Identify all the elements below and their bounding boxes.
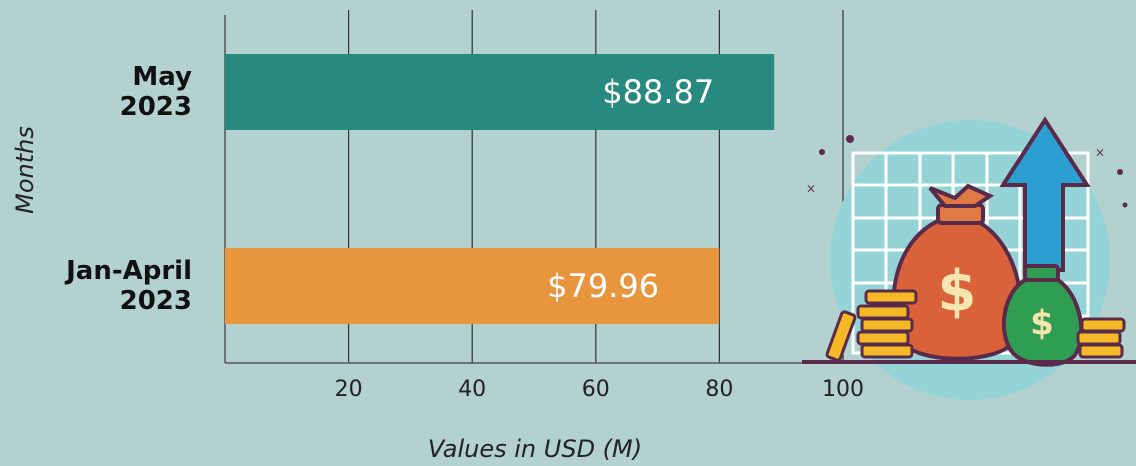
x-axis-title: Values in USD (M) xyxy=(428,435,642,463)
x-tick-label: 100 xyxy=(822,377,864,402)
x-tick-label: 80 xyxy=(705,377,733,402)
illustration: $ $ × × xyxy=(802,120,1136,400)
svg-text:$: $ xyxy=(938,259,977,324)
x-tick-label: 40 xyxy=(458,377,486,402)
svg-text:×: × xyxy=(806,182,816,196)
svg-text:×: × xyxy=(1095,146,1105,160)
x-tick-label: 20 xyxy=(335,377,363,402)
x-tick-label: 60 xyxy=(582,377,610,402)
bars: $88.87 $79.96 xyxy=(225,54,774,324)
y-tick-label: May 2023 xyxy=(120,62,192,122)
y-axis-title: Months xyxy=(11,126,39,214)
page: $88.87 $79.96 $ $ × × 20 40 60 80 100 Values … xyxy=(0,0,1136,466)
y-tick-label: Jan-April 2023 xyxy=(66,256,192,316)
svg-text:$: $ xyxy=(1030,304,1054,344)
value-label: $79.96 xyxy=(547,267,659,305)
value-label: $88.87 xyxy=(602,73,714,111)
ticks: 20 40 60 80 100 xyxy=(335,377,864,402)
